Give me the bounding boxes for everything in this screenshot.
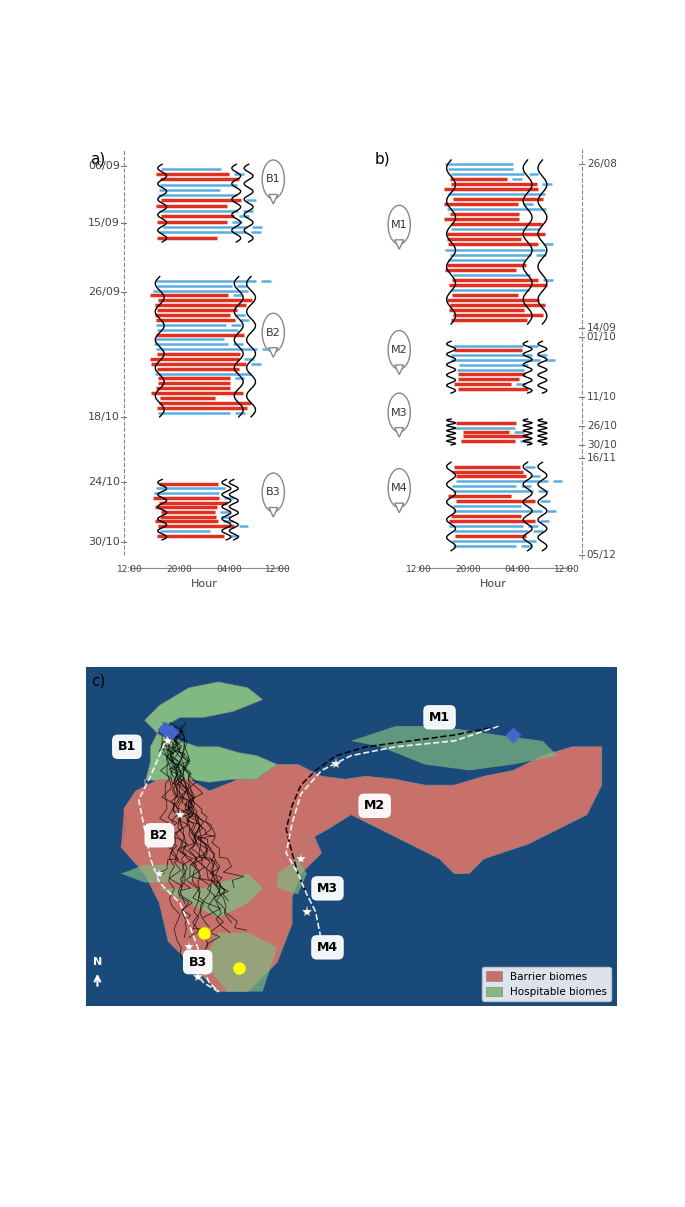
Text: 05/12: 05/12: [587, 550, 616, 560]
Text: 30/10: 30/10: [587, 439, 616, 450]
Text: N: N: [92, 956, 102, 967]
Text: a): a): [90, 151, 105, 167]
Polygon shape: [145, 682, 277, 785]
Polygon shape: [160, 874, 262, 917]
Text: B3: B3: [266, 488, 281, 497]
Text: 04:00: 04:00: [216, 565, 242, 575]
Text: B2: B2: [266, 327, 281, 338]
Polygon shape: [395, 503, 403, 513]
Text: M4: M4: [317, 940, 338, 954]
Text: M1: M1: [391, 220, 408, 229]
Text: 01/10: 01/10: [587, 332, 616, 342]
Text: 24/10: 24/10: [88, 477, 120, 486]
Polygon shape: [269, 507, 277, 517]
Text: 20:00: 20:00: [456, 565, 482, 575]
Polygon shape: [121, 780, 283, 853]
Legend: Barrier biomes, Hospitable biomes: Barrier biomes, Hospitable biomes: [482, 967, 611, 1001]
Polygon shape: [203, 933, 277, 992]
Text: M1: M1: [429, 711, 450, 724]
Text: b): b): [375, 151, 390, 167]
Polygon shape: [395, 427, 403, 437]
Text: 12:00: 12:00: [406, 565, 432, 575]
Text: 06/09: 06/09: [88, 162, 120, 171]
Polygon shape: [239, 747, 601, 874]
Text: 14/09: 14/09: [587, 323, 616, 333]
Polygon shape: [395, 365, 403, 374]
Text: 30/10: 30/10: [88, 537, 120, 547]
Text: Hour: Hour: [479, 579, 506, 589]
Text: 26/09: 26/09: [88, 286, 120, 297]
Text: M3: M3: [317, 882, 338, 894]
Polygon shape: [277, 859, 307, 894]
Text: 15/09: 15/09: [88, 217, 120, 228]
Text: 26/10: 26/10: [587, 421, 616, 431]
Text: 12:00: 12:00: [265, 565, 291, 575]
Text: 20:00: 20:00: [166, 565, 192, 575]
Text: M4: M4: [391, 483, 408, 494]
Text: 26/08: 26/08: [587, 159, 616, 169]
Text: B2: B2: [150, 829, 169, 841]
Polygon shape: [121, 780, 321, 992]
Text: M2: M2: [364, 799, 385, 812]
Text: 18/10: 18/10: [88, 412, 120, 422]
Text: B1: B1: [266, 174, 281, 185]
Polygon shape: [395, 240, 403, 250]
Text: M2: M2: [391, 345, 408, 355]
Text: Hour: Hour: [190, 579, 218, 589]
Text: 12:00: 12:00: [117, 565, 143, 575]
Text: B3: B3: [188, 956, 207, 968]
Text: c): c): [91, 674, 105, 689]
Text: 12:00: 12:00: [554, 565, 580, 575]
Text: M3: M3: [391, 408, 408, 418]
Text: 04:00: 04:00: [505, 565, 531, 575]
Polygon shape: [277, 785, 351, 829]
Polygon shape: [269, 194, 277, 204]
Polygon shape: [351, 727, 558, 770]
Text: B1: B1: [118, 740, 136, 753]
Text: 16/11: 16/11: [587, 453, 617, 462]
Polygon shape: [121, 864, 203, 882]
Polygon shape: [269, 348, 277, 357]
Text: 11/10: 11/10: [587, 392, 616, 402]
